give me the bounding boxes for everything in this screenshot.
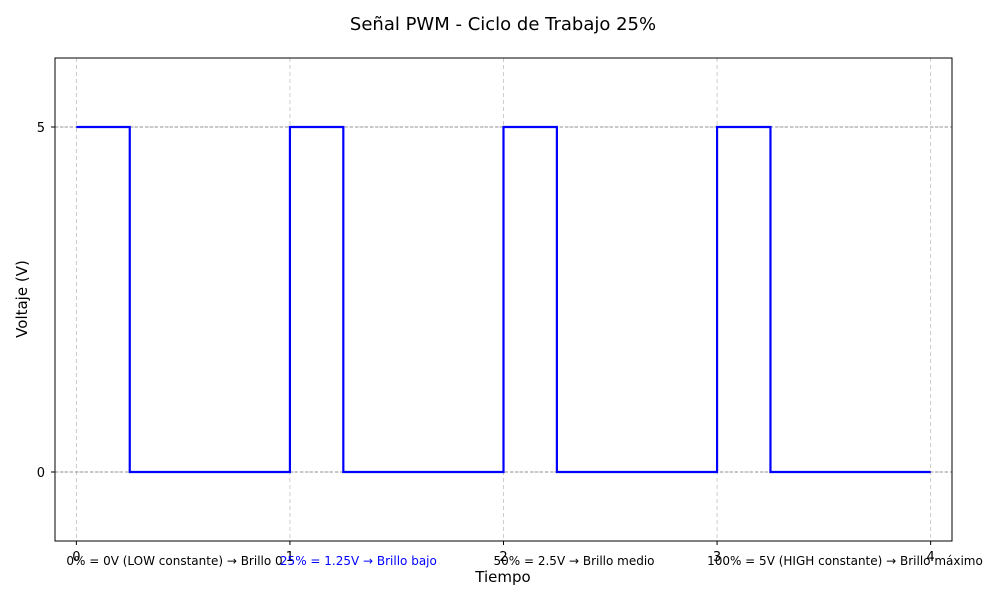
annotation-label: 50% = 2.5V → Brillo medio bbox=[494, 554, 655, 568]
x-tick-label: 2 bbox=[499, 550, 507, 565]
tick-layer: 0 1 2 3 4 0 5 bbox=[37, 121, 935, 565]
annotation-layer: 0% = 0V (LOW constante) → Brillo 025% = … bbox=[66, 554, 982, 568]
x-axis-label: Tiempo bbox=[474, 568, 530, 586]
series-layer bbox=[76, 125, 931, 474]
pwm-signal-line bbox=[76, 125, 931, 474]
annotation-label: 0% = 0V (LOW constante) → Brillo 0 bbox=[66, 554, 282, 568]
y-axis-label: Voltaje (V) bbox=[13, 260, 31, 338]
annotation-label: 100% = 5V (HIGH constante) → Brillo máxi… bbox=[707, 554, 983, 568]
y-tick-label: 5 bbox=[37, 121, 45, 136]
annotation-label: 25% = 1.25V → Brillo bajo bbox=[280, 554, 437, 568]
chart-title: Señal PWM - Ciclo de Trabajo 25% bbox=[350, 14, 656, 35]
y-tick-label: 0 bbox=[37, 466, 45, 481]
x-tick-label: 1 bbox=[286, 550, 294, 565]
x-tick-label: 4 bbox=[927, 550, 935, 565]
x-tick-label: 3 bbox=[713, 550, 721, 565]
x-tick-label: 0 bbox=[72, 550, 80, 565]
